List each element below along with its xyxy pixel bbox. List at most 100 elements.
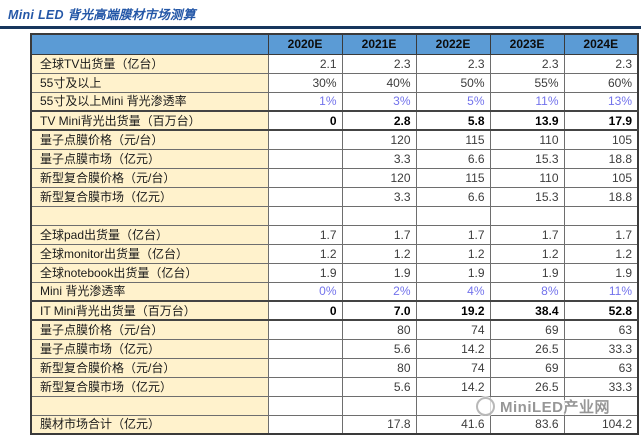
cell-value <box>415 205 491 226</box>
cell-value: 17.9 <box>563 110 639 131</box>
cell-value: 2.3 <box>563 53 639 74</box>
table-row: 全球monitor出货量（亿台） 1.2 1.2 1.2 1.2 1.2 <box>30 243 639 264</box>
table-row: 全球TV出货量（亿台） 2.1 2.3 2.3 2.3 2.3 <box>30 53 639 74</box>
cell-value <box>267 148 343 169</box>
cell-value: 0 <box>267 300 343 321</box>
table-row: 量子点膜价格（元/台） 120 115 110 105 <box>30 129 639 150</box>
cell-value: 74 <box>415 319 491 340</box>
cell-value <box>267 395 343 416</box>
cell-value: 115 <box>415 167 491 188</box>
cell-value: 13% <box>563 91 639 112</box>
cell-value: 15.3 <box>489 186 565 207</box>
row-label: 全球notebook出货量（亿台） <box>30 262 269 283</box>
cell-value: 74 <box>415 357 491 378</box>
cell-value: 1.7 <box>341 224 417 245</box>
spacer-row <box>30 205 639 226</box>
table-row: 量子点膜市场（亿元） 3.3 6.6 15.3 18.8 <box>30 148 639 169</box>
cell-value: 55% <box>489 72 565 93</box>
cell-value: 1.2 <box>489 243 565 264</box>
cell-value: 5.8 <box>415 110 491 131</box>
table-row: 全球notebook出货量（亿台） 1.9 1.9 1.9 1.9 1.9 <box>30 262 639 283</box>
cell-value: 26.5 <box>489 376 565 397</box>
cell-value: 80 <box>341 319 417 340</box>
cell-value: 4% <box>415 281 491 302</box>
row-label: 新型复合膜价格（元/台） <box>30 357 269 378</box>
cell-value: 5.6 <box>341 338 417 359</box>
row-label: IT Mini背光出货量（百万台） <box>30 300 269 321</box>
table-row: 全球pad出货量（亿台） 1.7 1.7 1.7 1.7 1.7 <box>30 224 639 245</box>
spacer-row <box>30 395 639 416</box>
cell-value: 63 <box>563 319 639 340</box>
cell-value: 8% <box>489 281 565 302</box>
row-label: 新型复合膜市场（亿元） <box>30 376 269 397</box>
cell-value: 38.4 <box>489 300 565 321</box>
year-column-header: 2023E <box>489 33 565 55</box>
cell-value: 1.2 <box>341 243 417 264</box>
cell-value: 33.3 <box>563 376 639 397</box>
cell-value <box>341 395 417 416</box>
cell-value <box>267 338 343 359</box>
table-row: 新型复合膜价格（元/台） 80 74 69 63 <box>30 357 639 378</box>
row-label: 全球pad出货量（亿台） <box>30 224 269 245</box>
cell-value <box>267 414 343 435</box>
table-row: 55寸及以上Mini 背光渗透率 1% 3% 5% 11% 13% <box>30 91 639 112</box>
cell-value: 69 <box>489 319 565 340</box>
table-row: 量子点膜市场（亿元） 5.6 14.2 26.5 33.3 <box>30 338 639 359</box>
cell-value: 0% <box>267 281 343 302</box>
cell-value: 1.7 <box>267 224 343 245</box>
cell-value: 1.2 <box>563 243 639 264</box>
cell-value: 120 <box>341 129 417 150</box>
row-label: 全球monitor出货量（亿台） <box>30 243 269 264</box>
row-label: 全球TV出货量（亿台） <box>30 53 269 74</box>
cell-value: 40% <box>341 72 417 93</box>
cell-value: 18.8 <box>563 148 639 169</box>
row-label: 55寸及以上Mini 背光渗透率 <box>30 91 269 112</box>
year-column-header: 2020E <box>267 33 343 55</box>
cell-value <box>563 205 639 226</box>
cell-value: 1.9 <box>489 262 565 283</box>
cell-value: 6.6 <box>415 148 491 169</box>
cell-value: 63 <box>563 357 639 378</box>
cell-value: 33.3 <box>563 338 639 359</box>
cell-value: 0 <box>267 110 343 131</box>
table-header: 2020E 2021E 2022E 2023E 2024E <box>30 33 639 55</box>
table-row: 膜材市场合计（亿元） 17.8 41.6 83.6 104.2 <box>30 414 639 435</box>
cell-value: 19.2 <box>415 300 491 321</box>
cell-value: 1.7 <box>489 224 565 245</box>
row-label: 量子点膜市场（亿元） <box>30 148 269 169</box>
row-label: TV Mini背光出货量（百万台） <box>30 110 269 131</box>
cell-value: 105 <box>563 167 639 188</box>
table-row: 55寸及以上 30% 40% 50% 55% 60% <box>30 72 639 93</box>
cell-value: 2.8 <box>341 110 417 131</box>
cell-value: 3.3 <box>341 148 417 169</box>
cell-value: 1.9 <box>267 262 343 283</box>
cell-value: 1.9 <box>563 262 639 283</box>
market-estimate-table: 2020E 2021E 2022E 2023E 2024E 全球TV出货量（亿台） 2.1… <box>30 33 639 435</box>
cell-value: 11% <box>563 281 639 302</box>
corner-cell <box>30 33 269 55</box>
row-label <box>30 395 269 416</box>
cell-value: 18.8 <box>563 186 639 207</box>
cell-value <box>267 167 343 188</box>
cell-value: 2% <box>341 281 417 302</box>
row-label: 量子点膜价格（元/台） <box>30 319 269 340</box>
cell-value <box>267 205 343 226</box>
cell-value: 83.6 <box>489 414 565 435</box>
cell-value: 26.5 <box>489 338 565 359</box>
cell-value: 13.9 <box>489 110 565 131</box>
cell-value <box>267 186 343 207</box>
cell-value: 14.2 <box>415 338 491 359</box>
year-column-header: 2024E <box>563 33 639 55</box>
cell-value: 104.2 <box>563 414 639 435</box>
cell-value: 2.1 <box>267 53 343 74</box>
cell-value: 69 <box>489 357 565 378</box>
table-row: Mini 背光渗透率 0% 2% 4% 8% 11% <box>30 281 639 302</box>
cell-value: 3.3 <box>341 186 417 207</box>
cell-value: 5% <box>415 91 491 112</box>
table-row: 量子点膜价格（元/台） 80 74 69 63 <box>30 319 639 340</box>
cell-value: 1.9 <box>341 262 417 283</box>
cell-value: 105 <box>563 129 639 150</box>
cell-value: 60% <box>563 72 639 93</box>
year-column-header: 2022E <box>415 33 491 55</box>
table-row: 新型复合膜市场（亿元） 5.6 14.2 26.5 33.3 <box>30 376 639 397</box>
